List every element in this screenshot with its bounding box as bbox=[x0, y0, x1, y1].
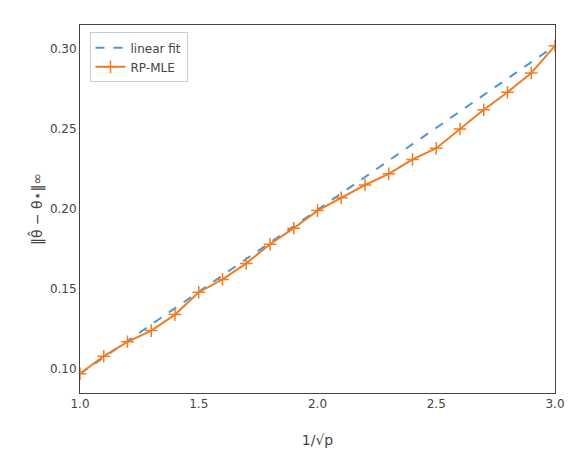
svg-text:2.0: 2.0 bbox=[308, 397, 327, 411]
svg-text:3.0: 3.0 bbox=[545, 397, 564, 411]
svg-text:RP-MLE: RP-MLE bbox=[131, 61, 175, 75]
svg-text:0.10: 0.10 bbox=[50, 362, 77, 376]
svg-text:0.30: 0.30 bbox=[50, 42, 77, 56]
svg-text:0.25: 0.25 bbox=[50, 122, 77, 136]
svg-text:2.5: 2.5 bbox=[427, 397, 446, 411]
svg-text:linear fit: linear fit bbox=[131, 42, 181, 56]
svg-text:1.0: 1.0 bbox=[70, 397, 89, 411]
svg-text:1/√p: 1/√p bbox=[302, 432, 334, 448]
svg-text:0.15: 0.15 bbox=[50, 282, 77, 296]
svg-text:1.5: 1.5 bbox=[189, 397, 208, 411]
svg-text:‖θ̂ − θ⋆‖∞: ‖θ̂ − θ⋆‖∞ bbox=[27, 173, 46, 245]
svg-text:0.20: 0.20 bbox=[50, 202, 77, 216]
